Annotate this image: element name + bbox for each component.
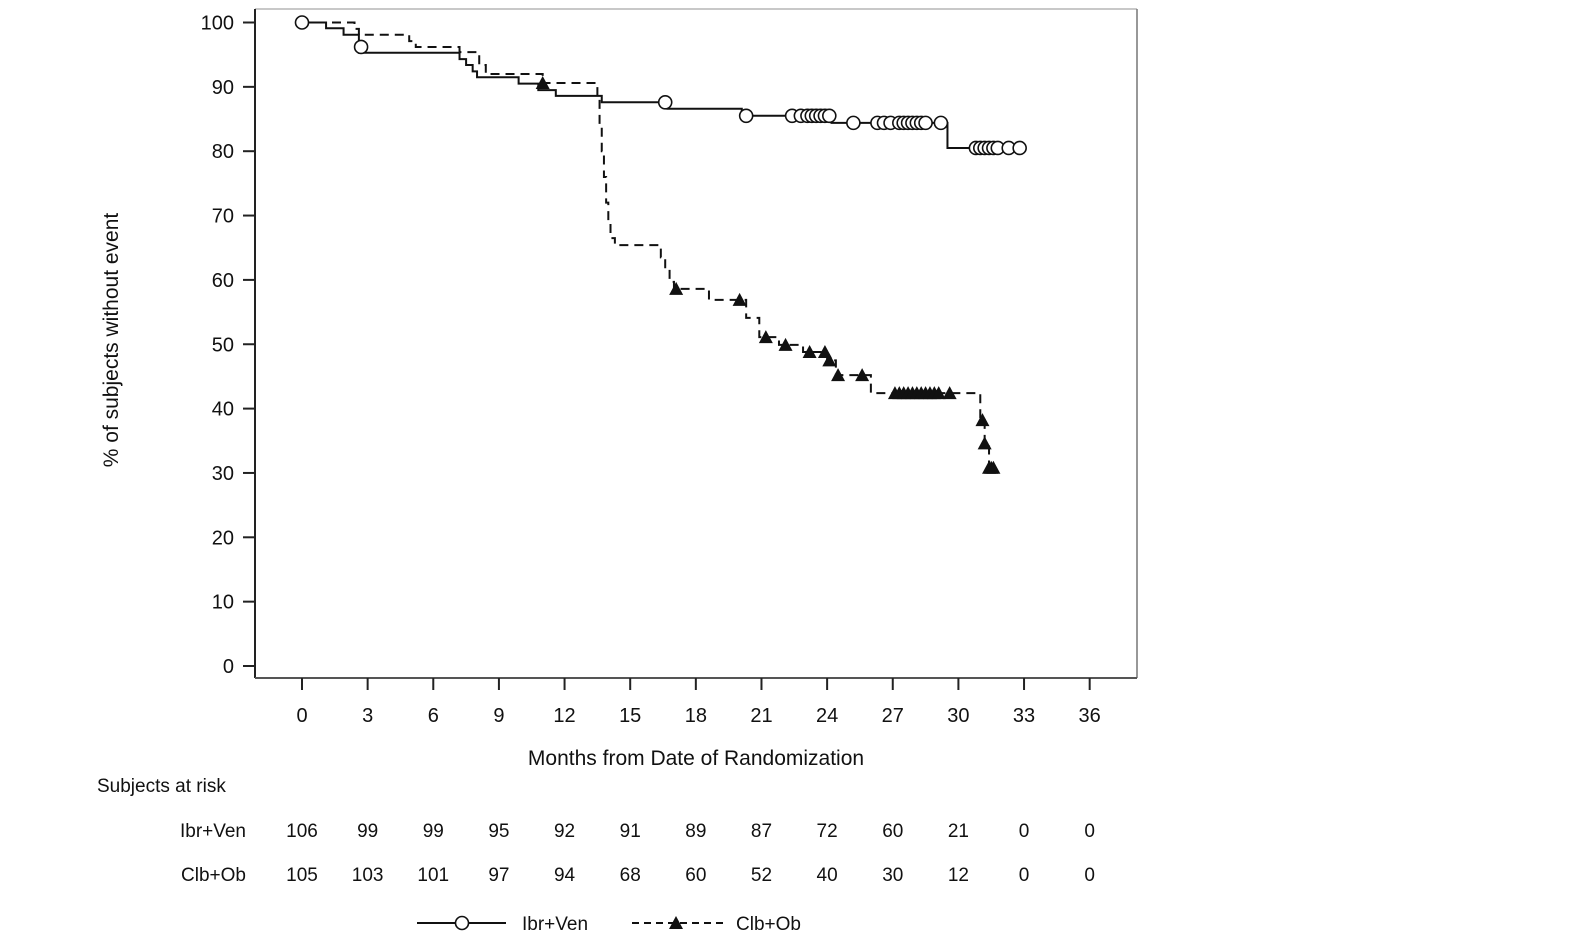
y-tick-label: 70: [212, 206, 234, 228]
legend: Ibr+Ven Clb+Ob: [417, 914, 801, 935]
y-tick-label: 50: [212, 334, 234, 356]
at-risk-value: 103: [352, 865, 384, 886]
survival-curves: [302, 21, 1022, 469]
censor-triangle-marker: [817, 344, 832, 358]
x-tick-label: 33: [1013, 705, 1035, 727]
censor-triangle-marker: [855, 368, 870, 382]
censor-triangle-marker: [778, 337, 793, 351]
x-tick-label: 30: [947, 705, 969, 727]
x-tick-label: 27: [882, 705, 904, 727]
censor-triangle-marker: [822, 353, 837, 367]
at-risk-value: 52: [751, 865, 772, 886]
censor-triangle-marker: [758, 330, 773, 344]
at-risk-value: 21: [948, 821, 969, 842]
at-risk-value: 60: [685, 865, 706, 886]
at-risk-table: Ibr+Ven 106 99 99 95 92 91 89 87 72 60 21 0 0 Clb+Ob 10…: [180, 821, 1095, 886]
censor-triangle-marker: [977, 436, 992, 450]
y-tick-label: 20: [212, 527, 234, 549]
x-tick-label: 6: [428, 705, 439, 727]
at-risk-value: 72: [817, 821, 838, 842]
at-risk-value: 99: [423, 821, 444, 842]
censor-circle-marker: [657, 94, 673, 110]
x-tick-label: 0: [296, 705, 307, 727]
at-risk-row-label: Clb+Ob: [181, 865, 246, 886]
x-tick-label: 36: [1079, 705, 1101, 727]
legend-triangle-marker: [669, 916, 683, 929]
censor-circle-marker: [822, 108, 837, 124]
y-tick-label: 10: [212, 592, 234, 614]
legend-item-clb-ob: Clb+Ob: [632, 914, 801, 935]
at-risk-value: 106: [286, 821, 318, 842]
x-tick-label: 9: [493, 705, 504, 727]
at-risk-value: 0: [1084, 821, 1095, 842]
censor-circle-marker: [918, 115, 933, 131]
x-tick-label: 21: [750, 705, 772, 727]
at-risk-value: 40: [817, 865, 838, 886]
y-axis-ticks: 0 10 20 30 40 50 60 70 80 90 100: [201, 13, 255, 678]
at-risk-value: 30: [882, 865, 903, 886]
x-tick-label: 15: [619, 705, 641, 727]
at-risk-value: 0: [1019, 821, 1030, 842]
censor-circle-marker: [738, 108, 754, 124]
x-tick-label: 18: [685, 705, 707, 727]
legend-label: Clb+Ob: [736, 914, 801, 935]
y-tick-label: 30: [212, 463, 234, 485]
at-risk-value: 12: [948, 865, 969, 886]
curve-clb-ob: [302, 21, 994, 469]
censor-triangle-marker: [831, 368, 846, 382]
legend-label: Ibr+Ven: [522, 914, 588, 935]
at-risk-value: 101: [417, 865, 449, 886]
censor-triangle-marker: [986, 460, 1001, 474]
censor-triangle-marker: [802, 344, 817, 358]
y-tick-label: 80: [212, 141, 234, 163]
at-risk-value: 97: [488, 865, 509, 886]
at-risk-value: 68: [620, 865, 641, 886]
x-axis-title: Months from Date of Randomization: [528, 747, 864, 770]
censor-circle-marker: [1012, 140, 1027, 156]
y-tick-label: 100: [201, 13, 234, 35]
censor-circle-marker: [353, 39, 369, 55]
y-tick-label: 40: [212, 399, 234, 421]
at-risk-value: 0: [1084, 865, 1095, 886]
censor-triangle-marker: [931, 386, 946, 400]
censor-triangle-marker: [535, 75, 550, 89]
x-tick-label: 12: [553, 705, 575, 727]
at-risk-title: Subjects at risk: [97, 776, 226, 797]
x-axis-ticks: 0 3 6 9 12 15 18 21 24 27 30 33 36: [296, 678, 1101, 727]
at-risk-value: 99: [357, 821, 378, 842]
y-tick-label: 90: [212, 77, 234, 99]
legend-item-ibr-ven: Ibr+Ven: [417, 914, 588, 935]
censor-circle-marker: [294, 15, 310, 30]
at-risk-value: 87: [751, 821, 772, 842]
at-risk-value: 105: [286, 865, 318, 886]
censor-triangle-marker: [732, 292, 747, 306]
censor-circle-marker: [846, 115, 861, 131]
at-risk-value: 60: [882, 821, 903, 842]
at-risk-value: 95: [488, 821, 509, 842]
legend-circle-marker: [454, 915, 470, 931]
censor-triangle-marker: [975, 413, 990, 427]
x-tick-label: 3: [362, 705, 373, 727]
censor-triangle-marker: [942, 386, 957, 400]
at-risk-value: 0: [1019, 865, 1030, 886]
censor-markers: [294, 15, 1027, 474]
at-risk-value: 92: [554, 821, 575, 842]
y-tick-label: 0: [223, 656, 234, 678]
censor-triangle-marker: [669, 281, 684, 295]
x-tick-label: 24: [816, 705, 838, 727]
y-tick-label: 60: [212, 270, 234, 292]
at-risk-value: 91: [620, 821, 641, 842]
y-axis-title: % of subjects without event: [100, 213, 123, 468]
at-risk-value: 94: [554, 865, 576, 886]
censor-circle-marker: [933, 115, 949, 131]
at-risk-value: 89: [685, 821, 706, 842]
at-risk-row-label: Ibr+Ven: [180, 821, 246, 842]
